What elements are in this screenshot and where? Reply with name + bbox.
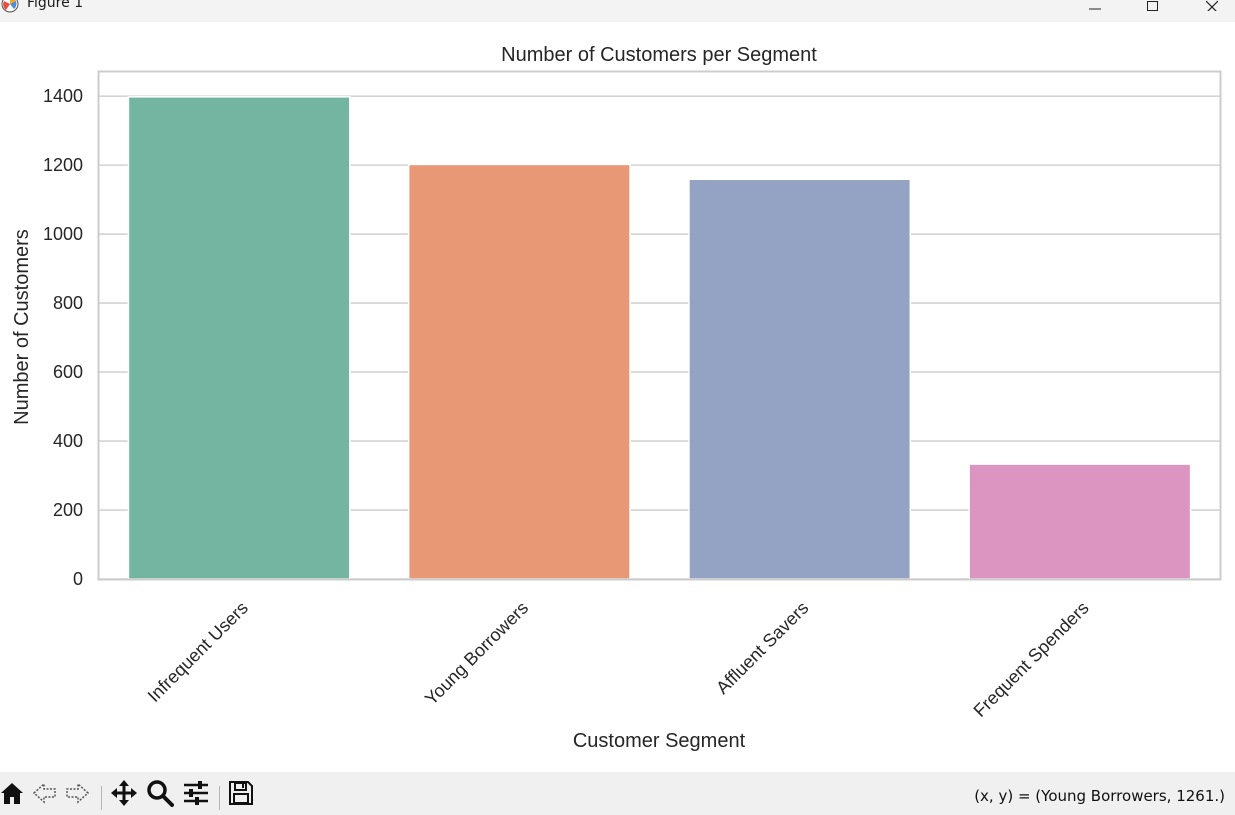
bar-young-borrowers (407, 163, 631, 580)
save-button[interactable] (227, 781, 255, 809)
y-tick-label: 200 (53, 500, 83, 520)
y-tick-labels: 0 200 400 600 800 1000 1200 1400 (43, 86, 83, 589)
y-tick-label: 800 (53, 293, 83, 313)
back-arrow-icon (31, 780, 57, 810)
minimize-button[interactable] (1072, 0, 1118, 16)
home-button[interactable] (0, 781, 26, 809)
zoom-button[interactable] (146, 779, 174, 811)
y-tick-label: 600 (53, 362, 83, 382)
forward-button[interactable] (64, 781, 92, 809)
y-tick-label: 0 (73, 569, 83, 589)
y-tick-label: 1000 (43, 224, 83, 244)
back-button[interactable] (30, 781, 58, 809)
y-tick-label: 400 (53, 431, 83, 451)
title-bar: Figure 1 (0, 0, 1235, 22)
matplotlib-icon (0, 0, 20, 14)
window-title: Figure 1 (27, 0, 84, 11)
bar-frequent-spenders (968, 463, 1192, 580)
x-axis-label: Customer Segment (573, 730, 746, 752)
minimize-icon (1089, 0, 1101, 15)
x-tick-labels: Infrequent Users Young Borrowers Affluent … (144, 598, 1093, 721)
toolbar-separator (101, 786, 102, 810)
y-tick-label: 1400 (43, 86, 83, 106)
pan-button[interactable] (110, 779, 138, 811)
maximize-icon (1147, 0, 1159, 15)
sliders-icon (182, 779, 210, 811)
x-tick-label: Infrequent Users (144, 598, 252, 706)
maximize-button[interactable] (1130, 0, 1176, 16)
magnifier-icon (146, 779, 174, 811)
x-tick-label: Frequent Spenders (970, 598, 1093, 721)
move-icon (110, 779, 138, 811)
configure-button[interactable] (182, 781, 210, 809)
home-icon (0, 780, 25, 810)
chart-title: Number of Customers per Segment (501, 44, 817, 66)
x-tick-label: Affluent Savers (712, 598, 812, 698)
close-icon (1205, 0, 1219, 15)
bar-affluent-savers (688, 178, 912, 580)
bars (127, 96, 1192, 580)
navigation-toolbar: (x, y) = (Young Borrowers, 1261.) (0, 772, 1235, 815)
toolbar-separator (219, 786, 220, 810)
close-button[interactable] (1189, 0, 1235, 16)
forward-arrow-icon (65, 780, 91, 810)
axes-frame (97, 70, 1222, 581)
bar-infrequent-users (127, 96, 351, 580)
y-axis-label: Number of Customers (11, 229, 33, 425)
floppy-disk-icon (228, 780, 254, 810)
y-tick-label: 1200 (43, 155, 83, 175)
x-tick-label: Young Borrowers (421, 598, 532, 709)
bar-chart: Number of Customers per Segment Customer… (11, 44, 1222, 752)
cursor-coordinates: (x, y) = (Young Borrowers, 1261.) (974, 787, 1225, 805)
figure-canvas[interactable]: Number of Customers per Segment Customer… (0, 22, 1235, 772)
